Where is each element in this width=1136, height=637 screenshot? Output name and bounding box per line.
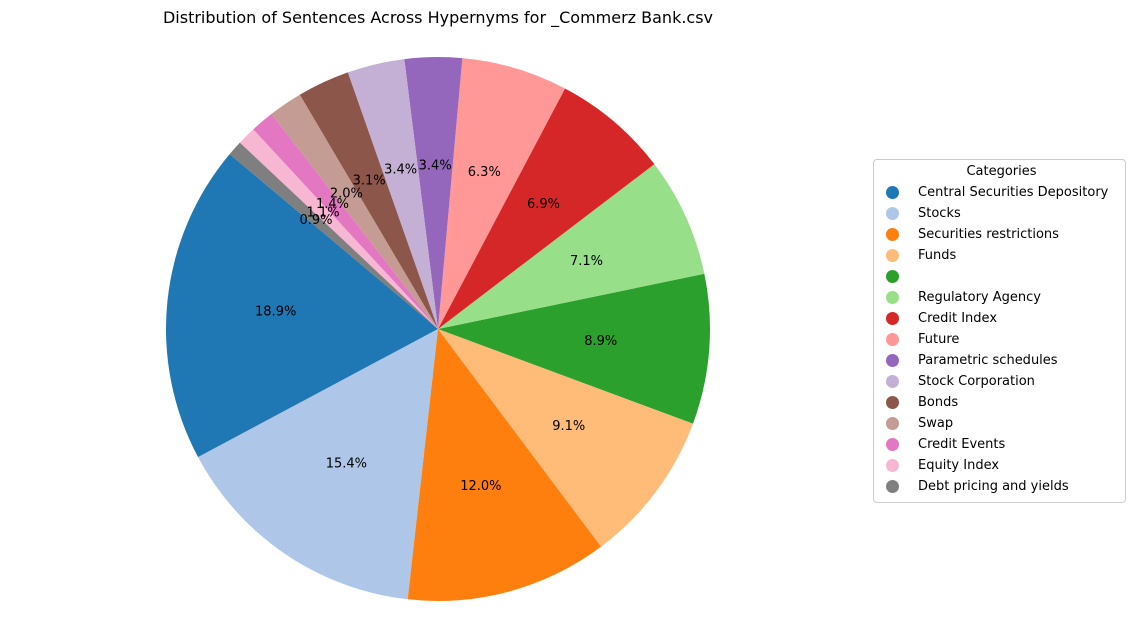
pie-slice-label-8: 3.4% (419, 158, 452, 173)
legend-label-6: Credit Index (918, 311, 998, 326)
legend-marker-3 (886, 249, 899, 262)
legend-marker-14 (886, 480, 899, 493)
legend-label-1: Stocks (918, 206, 961, 221)
legend-item-14: Debt pricing and yields (886, 476, 1117, 497)
legend-marker-4 (886, 270, 899, 283)
pie-slice-7 (438, 58, 566, 330)
legend-item-0: Central Securities Depository (886, 182, 1117, 203)
pie-slice-11 (271, 94, 438, 329)
legend-item-12: Credit Events (886, 434, 1117, 455)
pie-slice-label-13: 1.1% (307, 206, 340, 221)
legend-item-5: Regulatory Agency (886, 287, 1117, 308)
pie-slice-label-12: 1.4% (316, 197, 349, 212)
pie-slice-label-11: 2.0% (330, 186, 363, 201)
pie-slice-label-3: 9.1% (552, 419, 585, 434)
legend-label-8: Parametric schedules (918, 353, 1058, 368)
legend-label-14: Debt pricing and yields (918, 479, 1069, 494)
legend-title: Categories (966, 164, 1037, 179)
pie-slice-10 (299, 72, 438, 330)
legend-item-9: Stock Corporation (886, 371, 1117, 392)
legend-marker-8 (886, 354, 899, 367)
legend-item-2: Securities restrictions (886, 224, 1117, 245)
legend: Categories Central Securities Depository… (873, 159, 1126, 503)
legend-label-11: Swap (918, 416, 954, 431)
pie-slice-label-7: 6.3% (468, 165, 501, 180)
pie-slice-label-9: 3.4% (384, 163, 417, 178)
pie-slice-6 (438, 88, 655, 329)
legend-marker-13 (886, 459, 899, 472)
legend-item-11: Swap (886, 413, 1117, 434)
pie-slice-label-2: 12.0% (460, 479, 501, 494)
legend-marker-1 (886, 207, 899, 220)
legend-marker-7 (886, 333, 899, 346)
legend-marker-11 (886, 417, 899, 430)
legend-item-13: Equity Index (886, 455, 1117, 476)
legend-marker-10 (886, 396, 899, 409)
legend-label-7: Future (918, 332, 960, 347)
legend-label-5: Regulatory Agency (918, 290, 1041, 305)
legend-item-6: Credit Index (886, 308, 1117, 329)
legend-item-8: Parametric schedules (886, 350, 1117, 371)
pie-slice-0 (166, 154, 438, 458)
pie-slice-label-1: 15.4% (326, 457, 367, 472)
legend-label-2: Securities restrictions (918, 227, 1059, 242)
legend-item-7: Future (886, 329, 1117, 350)
pie-slice-4 (438, 273, 711, 424)
pie-slice-9 (347, 59, 438, 329)
legend-label-3: Funds (918, 248, 957, 263)
pie-slice-14 (229, 142, 438, 329)
legend-label-12: Credit Events (918, 437, 1006, 452)
chart-title: Distribution of Sentences Across Hyperny… (162, 8, 714, 27)
legend-marker-2 (886, 228, 899, 241)
legend-label-10: Bonds (918, 395, 959, 410)
pie-slice-label-10: 3.1% (353, 174, 386, 189)
pie-slice-13 (239, 129, 438, 329)
legend-item-10: Bonds (886, 392, 1117, 413)
pie-slice-label-6: 6.9% (527, 197, 560, 212)
legend-marker-6 (886, 312, 899, 325)
pie-slice-12 (253, 113, 438, 330)
pie-slice-label-0: 18.9% (255, 305, 296, 320)
pie-slice-1 (198, 329, 438, 600)
pie-slice-2 (407, 329, 602, 602)
pie-slice-label-4: 8.9% (584, 334, 617, 349)
pie-slice-8 (404, 57, 463, 330)
pie-chart: 18.9%15.4%12.0%9.1%8.9%7.1%6.9%6.3%3.4%3… (166, 57, 711, 602)
legend-item-4 (886, 266, 1117, 287)
legend-item-1: Stocks (886, 203, 1117, 224)
legend-label-9: Stock Corporation (918, 374, 1035, 389)
legend-marker-0 (886, 186, 899, 199)
legend-marker-12 (886, 438, 899, 451)
pie-slice-label-5: 7.1% (570, 254, 603, 269)
legend-marker-9 (886, 375, 899, 388)
pie-slice-3 (438, 329, 694, 547)
pie-slice-5 (438, 164, 705, 329)
pie-slice-label-14: 0.9% (299, 213, 332, 228)
legend-label-0: Central Securities Depository (918, 185, 1109, 200)
legend-marker-5 (886, 291, 899, 304)
legend-item-3: Funds (886, 245, 1117, 266)
legend-label-13: Equity Index (918, 458, 1000, 473)
